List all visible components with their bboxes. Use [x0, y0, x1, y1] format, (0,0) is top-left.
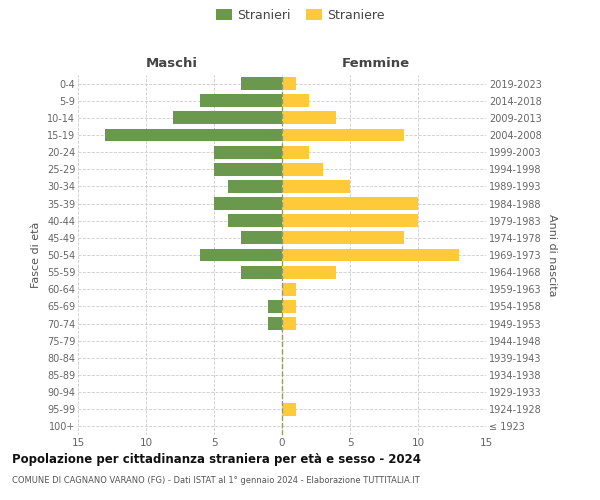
- Bar: [200, 248, 282, 262]
- Text: Popolazione per cittadinanza straniera per età e sesso - 2024: Popolazione per cittadinanza straniera p…: [12, 452, 421, 466]
- Text: Femmine: Femmine: [342, 57, 410, 70]
- Bar: [214, 163, 282, 175]
- Bar: [282, 283, 296, 296]
- Bar: [282, 248, 459, 262]
- Bar: [241, 232, 282, 244]
- Bar: [282, 77, 296, 90]
- Text: COMUNE DI CAGNANO VARANO (FG) - Dati ISTAT al 1° gennaio 2024 - Elaborazione TUT: COMUNE DI CAGNANO VARANO (FG) - Dati IST…: [12, 476, 420, 485]
- Bar: [282, 300, 296, 313]
- Bar: [282, 128, 404, 141]
- Bar: [268, 317, 282, 330]
- Y-axis label: Fasce di età: Fasce di età: [31, 222, 41, 288]
- Bar: [282, 403, 296, 415]
- Bar: [241, 266, 282, 278]
- Bar: [227, 180, 282, 193]
- Bar: [282, 180, 350, 193]
- Bar: [227, 214, 282, 227]
- Bar: [282, 197, 418, 210]
- Bar: [282, 146, 309, 158]
- Bar: [282, 94, 309, 107]
- Bar: [200, 94, 282, 107]
- Bar: [214, 197, 282, 210]
- Bar: [268, 300, 282, 313]
- Bar: [282, 163, 323, 175]
- Bar: [214, 146, 282, 158]
- Bar: [282, 112, 337, 124]
- Bar: [105, 128, 282, 141]
- Bar: [282, 232, 404, 244]
- Legend: Stranieri, Straniere: Stranieri, Straniere: [216, 8, 384, 22]
- Text: Maschi: Maschi: [146, 57, 198, 70]
- Y-axis label: Anni di nascita: Anni di nascita: [547, 214, 557, 296]
- Bar: [282, 266, 337, 278]
- Bar: [241, 77, 282, 90]
- Bar: [282, 214, 418, 227]
- Bar: [282, 317, 296, 330]
- Bar: [173, 112, 282, 124]
